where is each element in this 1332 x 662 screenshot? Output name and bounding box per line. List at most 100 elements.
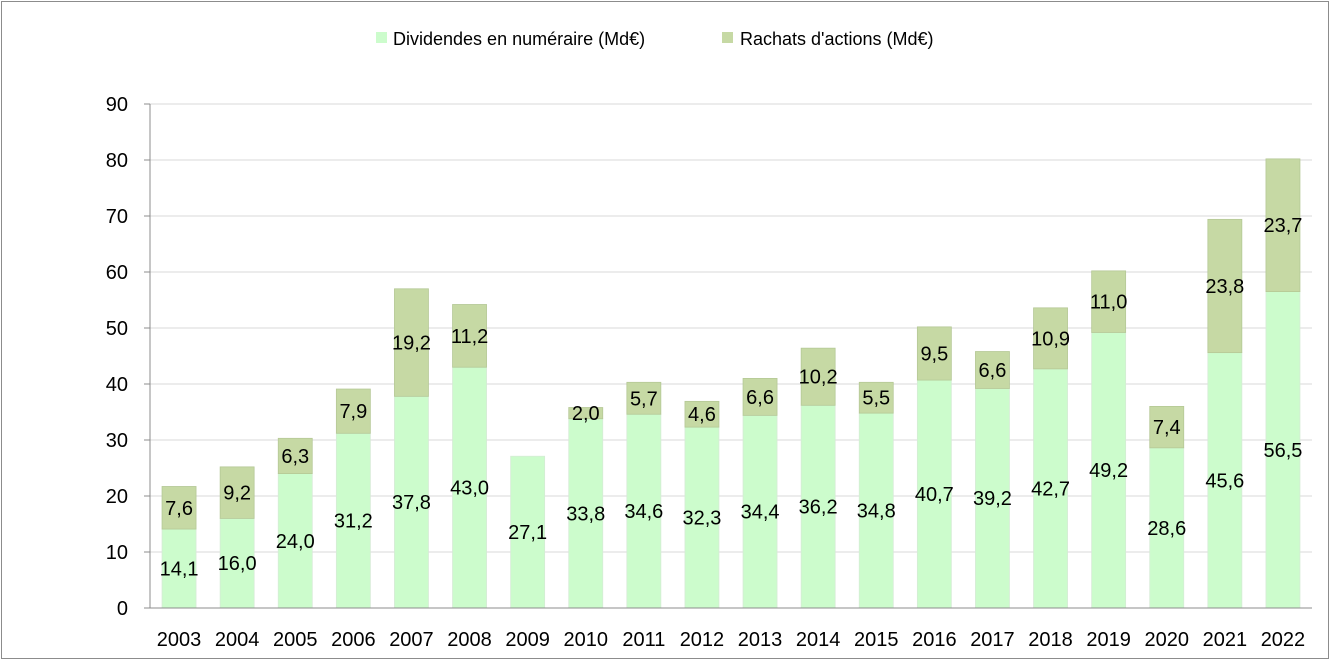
bar-dividendes (335, 432, 371, 609)
data-label-rachats: 11,2 (451, 326, 488, 348)
data-label-rachats: 23,8 (1205, 276, 1244, 298)
bar-rachats (742, 377, 778, 416)
bar-dividendes (742, 414, 778, 609)
data-label-dividendes: 14,1 (160, 559, 199, 581)
x-tick-label: 2007 (389, 629, 434, 651)
data-label-dividendes: 27,1 (508, 522, 547, 544)
gridlines (150, 103, 1312, 553)
bar-dividendes (684, 426, 720, 609)
data-label-rachats: 4,6 (688, 404, 716, 426)
legend: Dividendes en numéraire (Md€) Rachats d'… (376, 29, 934, 49)
y-tick-label: 90 (106, 94, 128, 116)
data-label-dividendes: 33,8 (566, 503, 605, 525)
data-label-rachats: 23,7 (1263, 215, 1302, 237)
bar-dividendes (975, 388, 1010, 609)
bar-dividendes (510, 455, 546, 609)
data-label-dividendes: 42,7 (1031, 478, 1070, 500)
data-label-dividendes: 16,0 (218, 553, 257, 575)
bar-rachats (916, 326, 952, 381)
bar-rachats (452, 304, 487, 368)
y-tick-label: 0 (117, 598, 128, 620)
x-tick-label: 2012 (680, 629, 725, 651)
x-tick-label: 2018 (1028, 629, 1073, 651)
data-label-dividendes: 36,2 (799, 497, 838, 519)
x-tick-label: 2011 (622, 629, 665, 651)
data-label-dividendes: 31,2 (334, 511, 373, 533)
bar-rachats (1091, 270, 1127, 333)
bar-dividendes (858, 412, 894, 609)
bar-rachats (1265, 158, 1301, 293)
y-tick-label: 60 (106, 262, 128, 284)
bar-dividendes (452, 366, 487, 609)
bar-rachats (277, 437, 313, 475)
data-label-rachats: 5,7 (630, 388, 658, 410)
data-label-dividendes: 32,3 (682, 508, 721, 530)
legend-swatch-dividendes (376, 32, 387, 43)
x-axis: 2003 2004 2005 2006 2007 2008 2009 2010 2011 2012… (150, 607, 1312, 651)
data-label-rachats: 6,3 (281, 446, 309, 468)
legend-swatch-rachats (722, 32, 733, 43)
y-tick-label: 40 (106, 374, 128, 396)
data-label-rachats: 7,9 (339, 401, 367, 423)
data-label-rachats: 2,0 (572, 403, 600, 425)
x-tick-label: 2008 (447, 629, 492, 651)
x-tick-label: 2005 (273, 629, 318, 651)
x-tick-label: 2010 (564, 629, 609, 651)
data-label-rachats: 19,2 (392, 333, 431, 355)
data-label-dividendes: 40,7 (915, 484, 954, 506)
data-label-dividendes: 37,8 (392, 492, 431, 514)
data-label-rachats: 10,2 (799, 367, 838, 389)
bar-rachats (1149, 405, 1185, 449)
bar-dividendes (800, 404, 836, 609)
x-tick-label: 2022 (1261, 629, 1306, 651)
bar-rachats (975, 351, 1010, 389)
data-label-dividendes: 43,0 (450, 478, 489, 500)
bar-rachats (394, 288, 429, 397)
bar-dividendes (161, 528, 197, 609)
bar-rachats (684, 400, 720, 428)
x-tick-label: 2019 (1086, 629, 1131, 651)
data-label-rachats: 5,5 (862, 388, 890, 410)
legend-label-dividendes: Dividendes en numéraire (Md€) (393, 29, 645, 49)
x-tick-label: 2013 (738, 629, 783, 651)
bar-dividendes (626, 413, 662, 609)
bar-dividendes (1091, 332, 1127, 609)
x-tick-label: 2004 (215, 629, 260, 651)
data-label-rachats: 7,6 (165, 498, 193, 520)
data-label-dividendes: 28,6 (1147, 518, 1186, 540)
bar-dividendes (219, 518, 255, 609)
y-tick-label: 50 (106, 318, 128, 340)
bar-rachats (1207, 218, 1243, 354)
bar-rachats (800, 347, 836, 406)
data-label-rachats: 10,9 (1031, 328, 1070, 350)
x-tick-label: 2006 (331, 629, 376, 651)
data-label-rachats: 6,6 (979, 360, 1007, 382)
x-tick-label: 2003 (157, 629, 202, 651)
x-tick-label: 2020 (1145, 629, 1190, 651)
data-label-dividendes: 24,0 (276, 531, 315, 553)
data-label-rachats: 7,4 (1153, 417, 1181, 439)
legend-label-rachats: Rachats d'actions (Md€) (740, 29, 934, 49)
x-tick-label: 2021 (1203, 629, 1248, 651)
bar-dividendes (568, 418, 604, 609)
y-tick-label: 30 (106, 430, 128, 452)
y-axis: 0 10 20 30 40 50 60 70 80 90 (106, 94, 151, 620)
y-tick-label: 70 (106, 206, 128, 228)
data-label-dividendes: 45,6 (1205, 470, 1244, 492)
bars: 14,1 7,6 16,0 9,2 24,0 6,3 31,2 7,9 37,8 19,2 43,0… (160, 158, 1302, 609)
x-tick-label: 2015 (854, 629, 899, 651)
data-label-dividendes: 34,6 (624, 501, 663, 523)
bar-dividendes (394, 395, 429, 609)
x-tick-label: 2014 (796, 629, 841, 651)
data-label-dividendes: 49,2 (1089, 460, 1128, 482)
bar-rachats (858, 381, 894, 414)
bar-rachats (219, 466, 255, 519)
bar-dividendes (1033, 368, 1068, 609)
bar-rachats (1033, 307, 1068, 370)
y-tick-label: 80 (106, 150, 128, 172)
data-label-rachats: 11,0 (1090, 292, 1127, 314)
data-label-dividendes: 56,5 (1263, 440, 1302, 462)
bar-rachats (335, 388, 371, 434)
data-label-dividendes: 34,4 (741, 502, 780, 524)
